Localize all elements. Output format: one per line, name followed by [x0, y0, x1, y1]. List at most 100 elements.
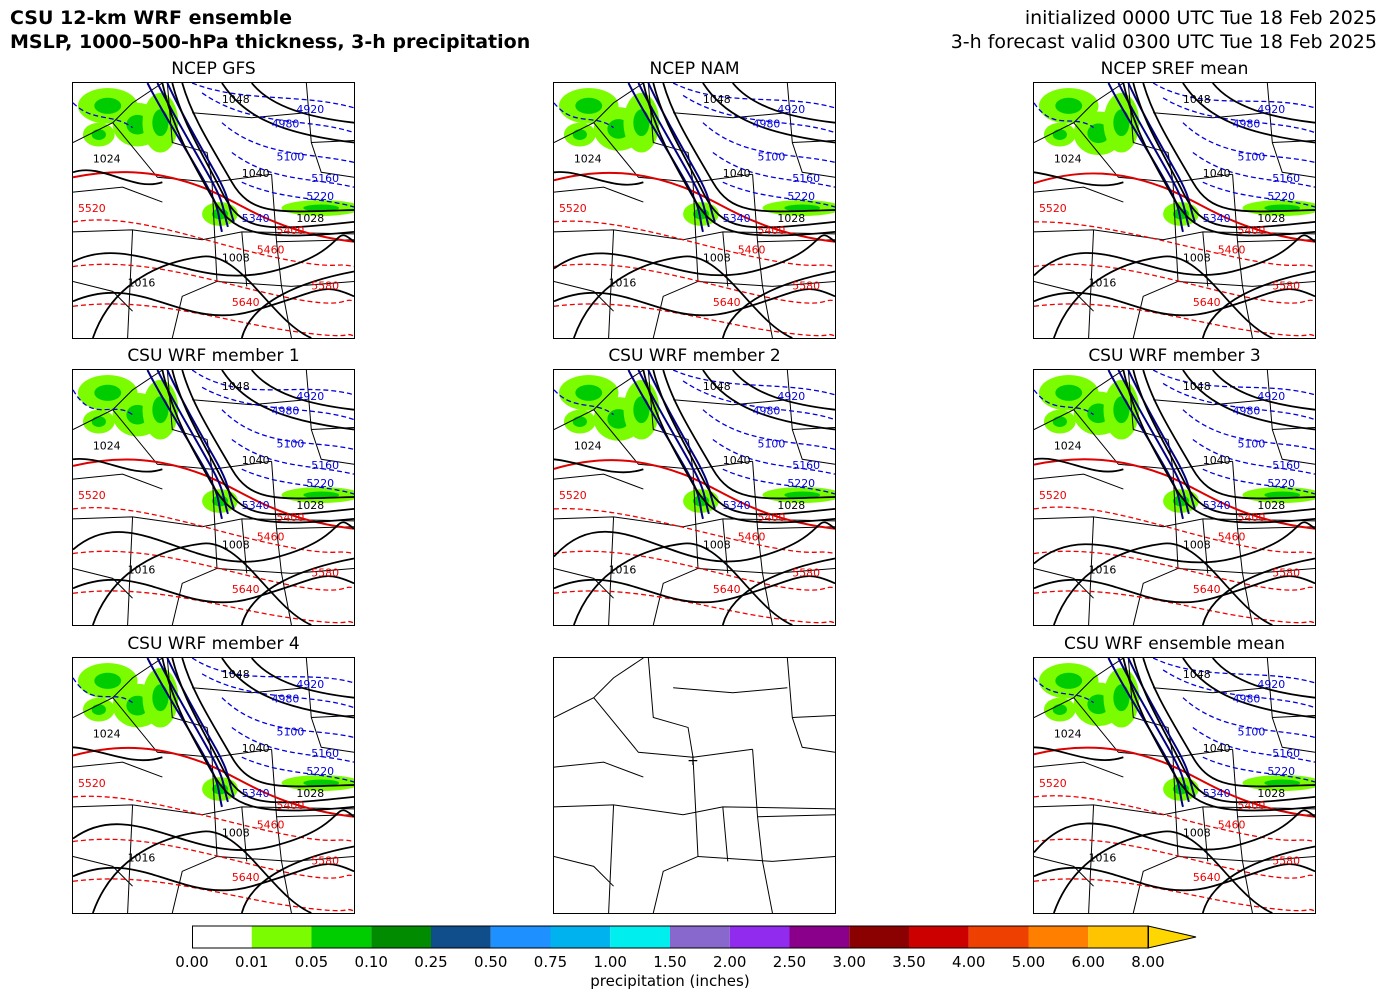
state-border	[1132, 757, 1179, 913]
contour-label: 1008	[703, 252, 731, 265]
thickness-contour-cold	[672, 370, 835, 396]
colorbar-tick-label: 0.50	[474, 953, 508, 971]
valid-time: 3-h forecast valid 0300 UTC Tue 18 Feb 2…	[950, 31, 1377, 53]
mslp-isobar	[73, 288, 354, 317]
state-border	[271, 461, 292, 625]
mslp-isobar	[1122, 370, 1315, 524]
panel-title: CSU WRF ensemble mean	[1063, 634, 1285, 654]
state-border	[1073, 409, 1233, 470]
mslp-isobar	[573, 542, 793, 625]
state-border	[554, 855, 614, 887]
mslp-isobar	[1212, 658, 1315, 699]
panel-title: CSU WRF member 1	[127, 346, 300, 366]
thickness-contour-warm	[73, 303, 354, 337]
thickness-contour-cold	[1162, 97, 1315, 134]
thickness-contour-warm	[73, 263, 354, 304]
state-border	[73, 567, 133, 599]
thickness-contour-cold	[722, 468, 835, 495]
mslp-isobar	[92, 830, 312, 913]
thickness-contour-warm	[73, 507, 354, 555]
thickness-contour-cold	[191, 83, 354, 109]
precip-area-heavy	[575, 384, 603, 401]
panel-title: NCEP NAM	[649, 59, 740, 79]
state-border	[1153, 112, 1268, 119]
contour-label: 4980	[1233, 118, 1261, 131]
contour-label: 1016	[609, 276, 637, 289]
state-border	[271, 749, 292, 913]
map-svg: 4920 4980 5100 5160 5220 5340 5400 5460 5580 5640…	[554, 83, 835, 338]
map-svg: 4920 4980 5100 5160 5220 5340 5400 5460 5580 5640…	[1034, 370, 1315, 625]
contour-label: 5580	[311, 279, 339, 292]
location-marker: +	[687, 753, 699, 769]
mslp-isobar	[73, 169, 163, 186]
contour-label: 5460	[738, 531, 766, 544]
state-border	[171, 757, 218, 913]
state-border	[1177, 280, 1315, 287]
contour-label: 1028	[296, 212, 324, 225]
state-border	[216, 855, 354, 862]
thickness-contour-warm	[1034, 221, 1315, 268]
contour-label: 1016	[128, 851, 156, 864]
tight-pressure-gradient	[146, 658, 223, 808]
precip-area-heavy	[91, 704, 106, 715]
state-border	[305, 658, 354, 753]
state-border	[1073, 697, 1233, 758]
state-border	[1266, 658, 1315, 753]
colorbar-tick-label: 6.00	[1071, 953, 1105, 971]
mslp-isobar	[251, 658, 354, 699]
mslp-isobar	[1034, 575, 1315, 604]
contour-label: 1016	[1089, 276, 1117, 289]
mslp-isobar	[73, 234, 354, 277]
contour-label: 1048	[703, 380, 731, 393]
precip-area-heavy	[1052, 129, 1067, 140]
thickness-contour-cold	[221, 122, 354, 164]
map-panel: 4920 4980 5100 5160 5220 5340 5400 5460 5580 5640…	[1033, 369, 1316, 626]
precip-area-heavy	[1264, 779, 1301, 787]
contour-label: 5640	[713, 583, 741, 596]
contour-label: 5400	[1238, 511, 1266, 524]
mslp-isobar	[1142, 658, 1315, 788]
contour-label: 1040	[1203, 167, 1231, 180]
panel-title: NCEP GFS	[171, 59, 256, 79]
precip-area-heavy	[152, 109, 169, 137]
mslp-isobar	[1182, 658, 1315, 719]
thickness-contour-warm	[1034, 550, 1315, 591]
thickness-contour-warm	[73, 590, 354, 624]
thickness-contour-warm	[554, 508, 835, 555]
precip-area-heavy	[152, 396, 169, 424]
mslp-isobar	[171, 370, 354, 516]
contour-label: 5340	[1203, 212, 1231, 225]
precip-area-heavy	[572, 416, 587, 427]
contour-label: 5460	[257, 244, 285, 257]
mslp-isobar	[1212, 83, 1315, 124]
mslp-isobar	[161, 370, 354, 524]
map-panel: 4920 4980 5100 5160 5220 5340 5400 5460 5580 5640…	[72, 369, 355, 626]
colorbar-segment	[311, 926, 372, 948]
contour-label: 5640	[1193, 296, 1221, 309]
panel-title: CSU WRF member 4	[127, 634, 300, 654]
contour-label: 1008	[222, 252, 250, 265]
state-border	[752, 174, 773, 338]
mslp-isobar	[1132, 658, 1315, 804]
thickness-contour-cold	[682, 380, 835, 421]
contour-label: 5400	[1238, 224, 1266, 237]
contour-label: 5640	[713, 296, 741, 309]
map-svg: +	[554, 658, 835, 913]
state-border	[1034, 567, 1094, 599]
map-panel: 4920 4980 5100 5160 5220 5340 5400 5460 5580 5640…	[1033, 82, 1316, 339]
map-panel: 4920 4980 5100 5160 5220 5340 5400 5460 5580 5640…	[553, 82, 836, 339]
contour-label: 5520	[78, 489, 106, 502]
state-border	[1232, 461, 1253, 625]
state-border	[1177, 567, 1315, 574]
state-border	[554, 567, 614, 599]
state-border	[112, 122, 272, 183]
mslp-isobar	[1182, 83, 1315, 144]
precip-area-heavy	[1052, 416, 1067, 427]
state-border	[792, 715, 835, 719]
mslp-isobar	[73, 863, 354, 892]
contour-label: 5160	[311, 459, 339, 472]
contour-label: 5580	[311, 854, 339, 867]
mslp-isobar	[732, 370, 835, 411]
colorbar-label: precipitation (inches)	[590, 972, 750, 990]
contour-label: 4920	[777, 390, 805, 403]
